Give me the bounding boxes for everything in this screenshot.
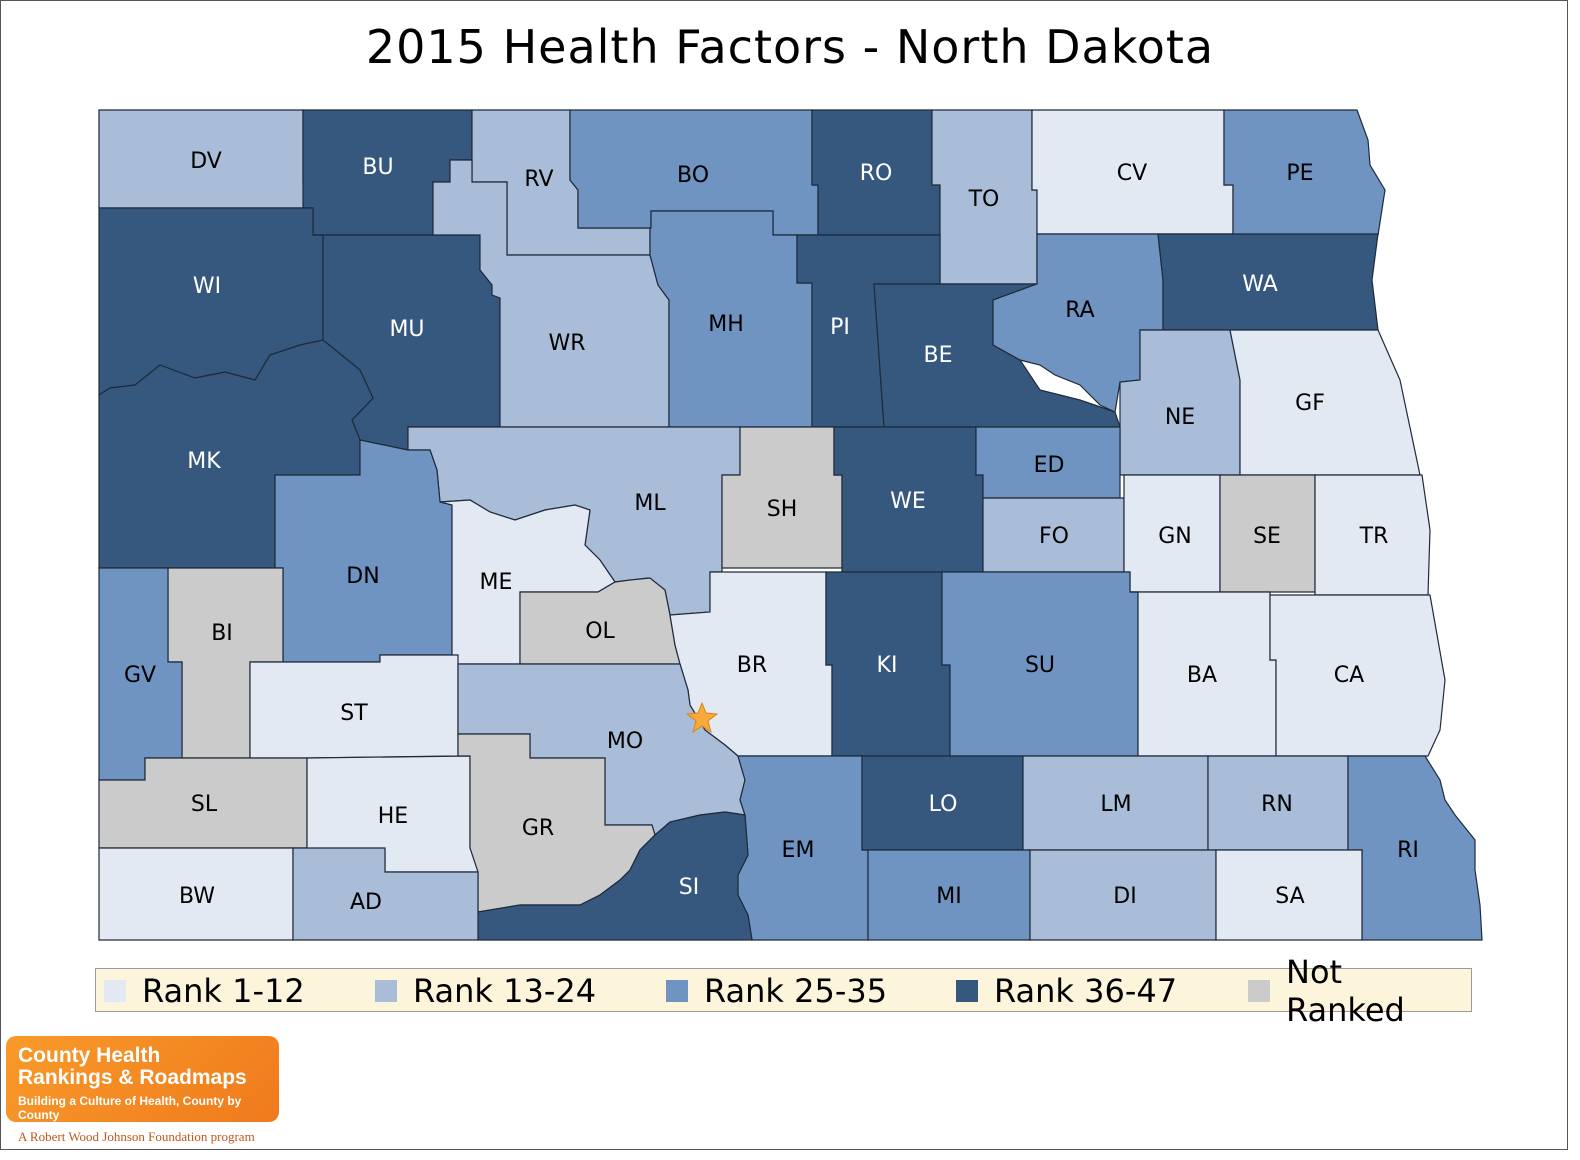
legend-item-rank-25-35: Rank 25-35 (666, 969, 887, 1013)
county-label-su: SU (1025, 653, 1055, 678)
county-label-tr: TR (1359, 524, 1389, 549)
county-label-gv: GV (124, 663, 156, 688)
legend-swatch (375, 980, 397, 1002)
logo-line-1: County Health (18, 1044, 161, 1067)
county-label-se: SE (1253, 524, 1281, 549)
county-label-gf: GF (1295, 391, 1325, 416)
legend-label: Rank 36-47 (994, 972, 1178, 1010)
county-label-bi: BI (211, 621, 233, 646)
county-label-me: ME (480, 570, 513, 595)
county-sa (1215, 849, 1363, 941)
county-label-ra: RA (1065, 298, 1094, 323)
county-label-ne: NE (1165, 405, 1195, 430)
county-gf (1229, 329, 1421, 476)
legend-item-rank-36-47: Rank 36-47 (956, 969, 1177, 1013)
county-label-ki: KI (877, 653, 898, 678)
logo-line-2: Rankings & Roadmaps (18, 1066, 247, 1089)
county-label-st: ST (340, 701, 368, 726)
program-credit: A Robert Wood Johnson Foundation program (18, 1129, 255, 1144)
legend: Rank 1-12 Rank 13-24 Rank 25-35 Rank 36-47 N… (95, 953, 1472, 1029)
state-capital-star-icon (685, 701, 719, 734)
legend-item-rank-1-12: Rank 1-12 (104, 969, 305, 1013)
county-label-sh: SH (767, 497, 798, 522)
county-label-mu: MU (389, 317, 424, 342)
legend-swatch (666, 980, 688, 1002)
county-label-wi: WI (193, 274, 221, 299)
county-si (477, 811, 753, 941)
county-label-be: BE (924, 343, 953, 368)
county-label-dn: DN (346, 564, 379, 589)
county-label-fo: FO (1039, 524, 1069, 549)
legend-swatch (104, 980, 126, 1002)
logo-tagline: Building a Culture of Health, County by … (18, 1094, 242, 1122)
county-label-mi: MI (936, 884, 961, 909)
county-label-ml: ML (634, 491, 666, 516)
map-title: 2015 Health Factors - North Dakota (365, 20, 1215, 74)
county-label-cv: CV (1117, 161, 1147, 186)
county-label-em: EM (782, 838, 815, 863)
county-label-rv: RV (524, 167, 553, 192)
county-label-pi: PI (830, 315, 850, 340)
legend-label: Not Ranked (1286, 953, 1405, 1029)
county-label-si: SI (679, 875, 699, 900)
legend-item-rank-13-24: Rank 13-24 (375, 969, 596, 1013)
county-label-mh: MH (708, 312, 744, 337)
county-label-bw: BW (179, 884, 215, 909)
county-label-bo: BO (677, 163, 709, 188)
county-label-mk: MK (187, 449, 221, 474)
county-label-gn: GN (1158, 524, 1192, 549)
county-label-di: DI (1113, 884, 1136, 909)
county-label-sa: SA (1275, 884, 1304, 909)
legend-swatch (1248, 980, 1270, 1002)
county-label-lo: LO (929, 792, 958, 817)
county-label-bu: BU (362, 155, 393, 180)
county-ad (292, 847, 479, 941)
county-label-pe: PE (1286, 161, 1313, 186)
county-label-sl: SL (191, 792, 218, 817)
county-label-wr: WR (548, 331, 585, 356)
county-health-rankings-logo: County Health Rankings & Roadmaps Buildi… (6, 1036, 279, 1122)
county-label-ba: BA (1187, 663, 1217, 688)
county-label-gr: GR (522, 816, 554, 841)
county-label-ri: RI (1397, 838, 1419, 863)
county-label-ad: AD (350, 890, 382, 915)
county-pe (1223, 109, 1386, 236)
county-label-br: BR (737, 653, 767, 678)
county-label-to: TO (968, 187, 1000, 212)
legend-label: Rank 25-35 (704, 972, 888, 1010)
county-label-mo: MO (607, 729, 643, 754)
county-tr (1314, 474, 1431, 596)
county-label-we: WE (890, 489, 926, 514)
county-label-ro: RO (860, 161, 893, 186)
county-label-ca: CA (1334, 663, 1364, 688)
county-label-wa: WA (1242, 272, 1278, 297)
county-ca (1269, 594, 1446, 757)
county-label-dv: DV (190, 149, 222, 174)
legend-item-not-ranked: Not Ranked (1248, 953, 1471, 1029)
county-label-ol: OL (585, 619, 615, 644)
legend-label: Rank 1-12 (142, 972, 305, 1010)
legend-label: Rank 13-24 (413, 972, 597, 1010)
legend-swatch (956, 980, 978, 1002)
county-label-he: HE (378, 804, 408, 829)
county-label-rn: RN (1261, 792, 1293, 817)
county-label-ed: ED (1034, 453, 1065, 478)
county-label-lm: LM (1100, 792, 1131, 817)
